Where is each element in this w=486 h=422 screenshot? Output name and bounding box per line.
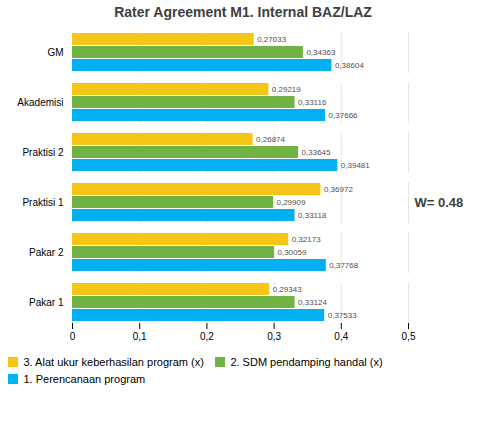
svg-text:GM: GM xyxy=(47,47,63,58)
svg-text:0,29219: 0,29219 xyxy=(272,85,301,94)
svg-text:0,2: 0,2 xyxy=(200,331,214,342)
svg-text:0,5: 0,5 xyxy=(402,331,416,342)
svg-text:0,37768: 0,37768 xyxy=(329,261,358,270)
svg-text:0,33124: 0,33124 xyxy=(298,298,327,307)
svg-text:0,26874: 0,26874 xyxy=(256,135,285,144)
html-text:1. Perencanaan program: 1. Perencanaan program xyxy=(23,372,146,385)
svg-text:0,33116: 0,33116 xyxy=(298,98,327,107)
svg-text:W= 0.48: W= 0.48 xyxy=(415,195,464,210)
svg-text:Praktisi 1: Praktisi 1 xyxy=(22,197,64,208)
svg-text:0,34363: 0,34363 xyxy=(306,48,335,57)
svg-text:0,36972: 0,36972 xyxy=(324,185,353,194)
svg-text:0,32173: 0,32173 xyxy=(292,235,321,244)
html-text:3. Alat ukur keberhasilan prog: 3. Alat ukur keberhasilan program (x) xyxy=(23,356,204,369)
svg-text:0,1: 0,1 xyxy=(133,331,147,342)
svg-text:Akademisi: Akademisi xyxy=(17,97,63,108)
svg-text:0,4: 0,4 xyxy=(334,331,348,342)
svg-text:0,38604: 0,38604 xyxy=(335,61,364,70)
svg-text:0,37666: 0,37666 xyxy=(329,111,358,120)
svg-text:Pakar 1: Pakar 1 xyxy=(29,297,64,308)
svg-text:0,37533: 0,37533 xyxy=(328,311,357,320)
svg-text:0: 0 xyxy=(70,331,76,342)
svg-text:0,29343: 0,29343 xyxy=(273,285,302,294)
html-text:Rater Agreement M1. Internal B: Rater Agreement M1. Internal BAZ/LAZ xyxy=(114,4,372,20)
svg-text:0,27033: 0,27033 xyxy=(257,35,286,44)
svg-text:0,30059: 0,30059 xyxy=(277,248,306,257)
html-text:2. SDM pendamping handal (x): 2. SDM pendamping handal (x) xyxy=(230,356,383,369)
svg-text:0,39481: 0,39481 xyxy=(341,161,370,170)
svg-text:0,3: 0,3 xyxy=(267,331,281,342)
svg-text:Pakar 2: Pakar 2 xyxy=(29,247,64,258)
svg-text:0,29909: 0,29909 xyxy=(276,198,305,207)
svg-text:Praktisi 2: Praktisi 2 xyxy=(22,147,64,158)
svg-text:0,33645: 0,33645 xyxy=(302,148,331,157)
svg-text:0,33118: 0,33118 xyxy=(298,211,327,220)
